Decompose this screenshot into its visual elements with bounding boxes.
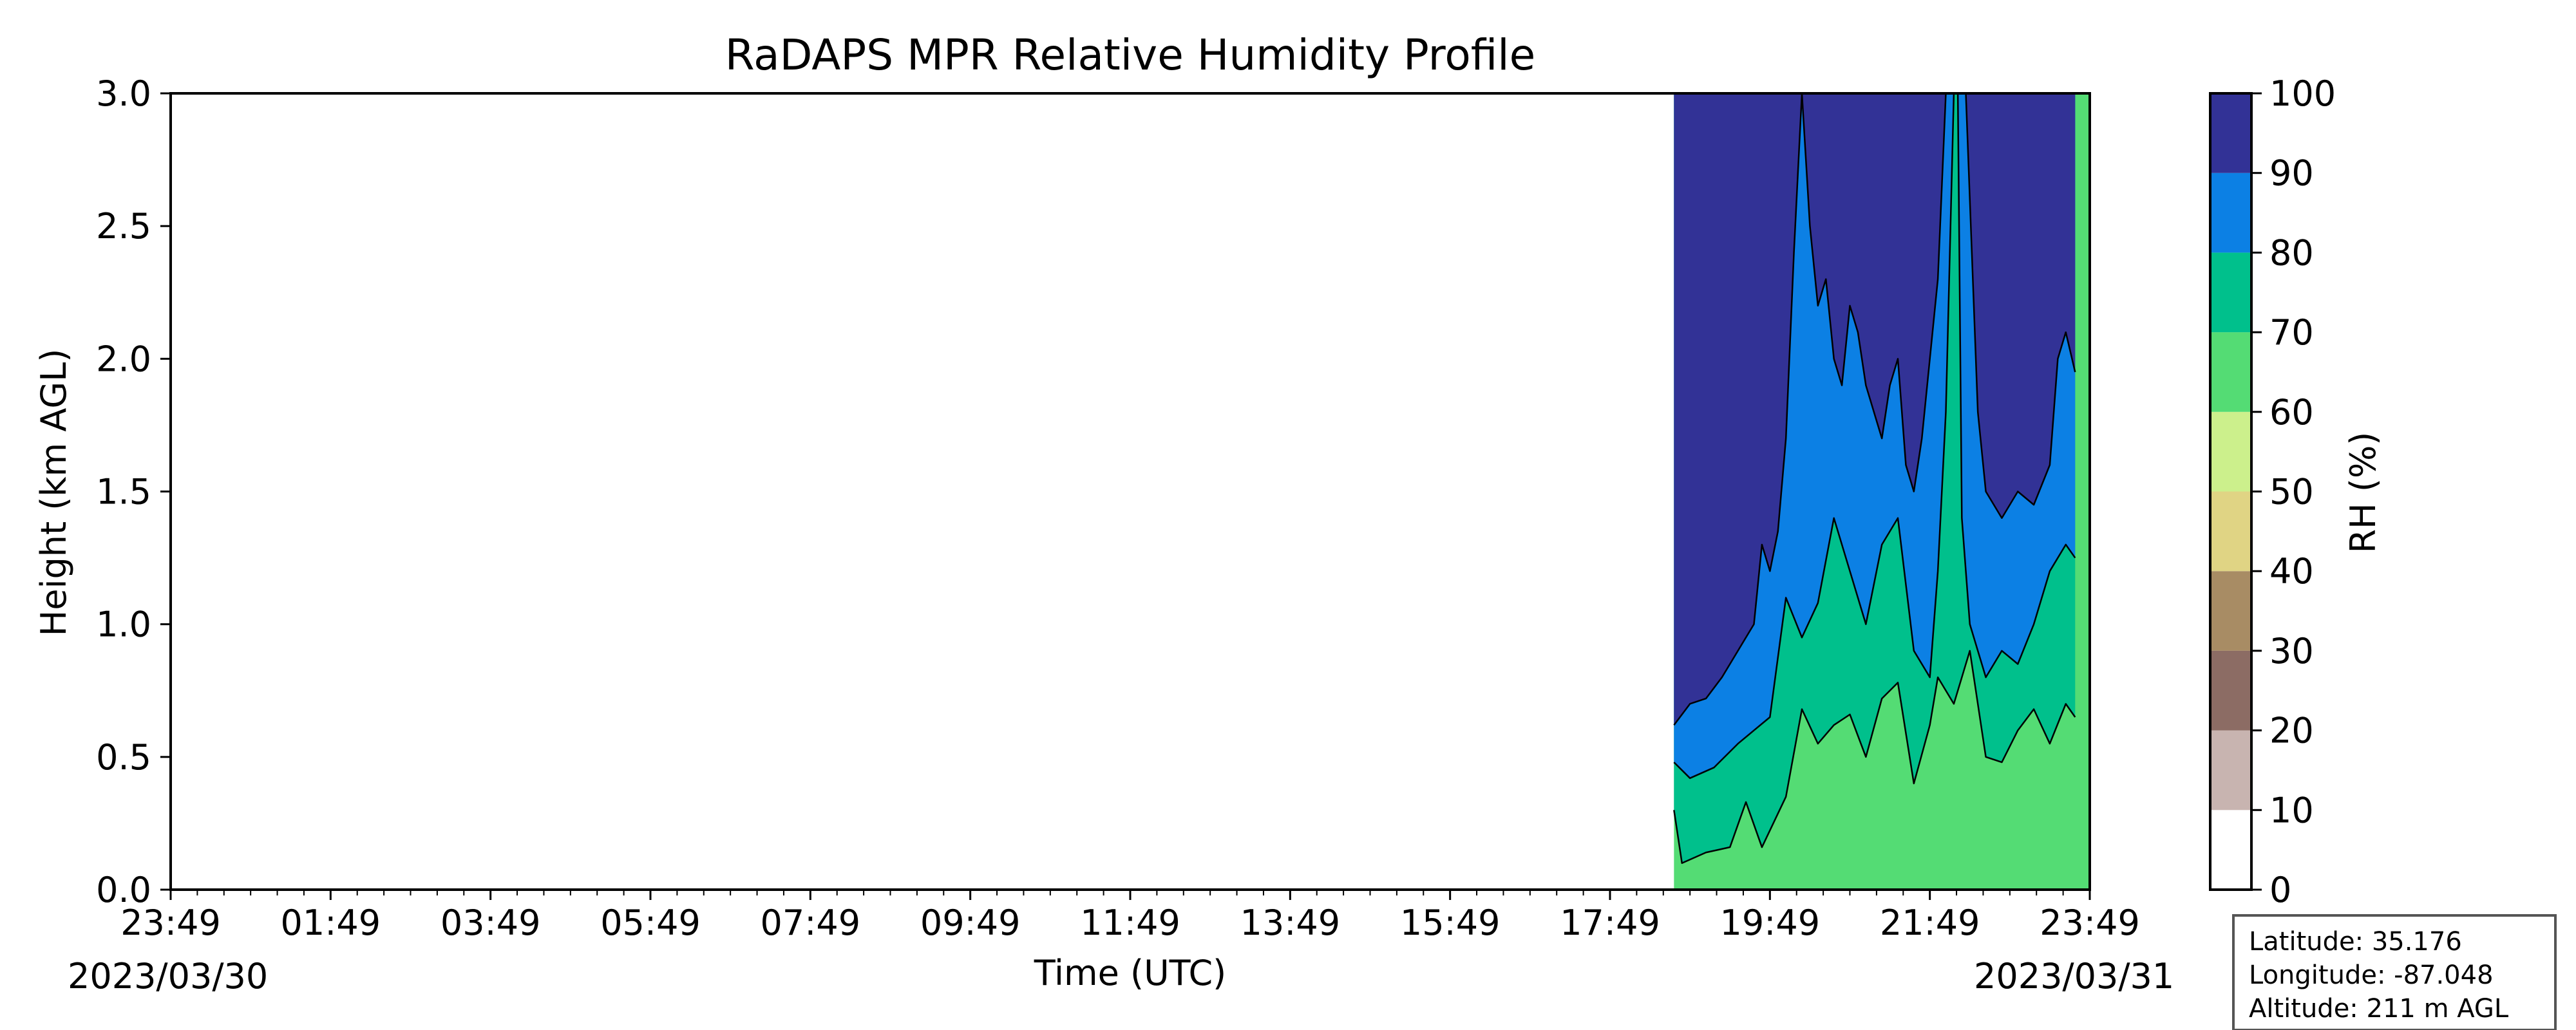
x-date-start: 2023/03/30: [68, 956, 268, 997]
colorbar-tick-label: 20: [2269, 711, 2314, 751]
rh-band-90-100: [1674, 93, 2076, 726]
y-tick-label: 2.5: [96, 206, 151, 247]
colorbar-segment: [2210, 571, 2251, 651]
y-axis-label: Height (km AGL): [33, 349, 74, 637]
y-tick-label: 0.5: [96, 737, 151, 778]
colorbar: 0 10 20 30 40 50 60 70 80 90 100: [2209, 73, 2336, 910]
x-tick-label: 21:49: [1880, 903, 1980, 943]
y-tick-label: 0.0: [96, 870, 151, 910]
info-altitude: Altitude: 211 m AGL: [2249, 994, 2509, 1024]
y-tick-label: 1.5: [96, 472, 151, 512]
chart-title: RaDAPS MPR Relative Humidity Profile: [725, 30, 1536, 80]
info-longitude: Longitude: -87.048: [2249, 960, 2494, 990]
colorbar-segment: [2210, 810, 2251, 890]
x-tick-label: 23:49: [120, 903, 221, 943]
colorbar-tick-label: 10: [2269, 790, 2314, 830]
x-tick-label: 19:49: [1720, 903, 1821, 943]
colorbar-segment: [2210, 252, 2251, 333]
y-tick-label: 1.0: [96, 604, 151, 645]
colorbar-segment: [2210, 411, 2251, 492]
y-axis: 0.0 0.5 1.0 1.5 2.0 2.5 3.0: [96, 73, 171, 910]
colorbar-tick-label: 30: [2269, 631, 2314, 671]
colorbar-label: RH (%): [2343, 432, 2383, 554]
colorbar-tick-label: 100: [2269, 73, 2336, 114]
colorbar-segment: [2210, 650, 2251, 731]
x-tick-label: 01:49: [281, 903, 381, 943]
colorbar-segment: [2210, 491, 2251, 572]
x-tick-label: 15:49: [1400, 903, 1501, 943]
x-tick-label: 11:49: [1080, 903, 1180, 943]
colorbar-tick-label: 90: [2269, 153, 2314, 194]
x-tick-label: 05:49: [600, 903, 701, 943]
x-tick-label: 13:49: [1240, 903, 1341, 943]
x-tick-label: 07:49: [761, 903, 861, 943]
colorbar-tick-label: 0: [2269, 870, 2291, 910]
x-axis-label: Time (UTC): [1034, 953, 1227, 993]
y-tick-label: 3.0: [96, 73, 151, 114]
x-tick-label: 09:49: [920, 903, 1021, 943]
plot-area: [169, 92, 2091, 891]
x-axis: 23:49 01:49 03:49 05:49 07:49 09:49 11:49 13:49…: [120, 890, 2140, 943]
info-box: Latitude: 35.176 Longitude: -87.048 Alti…: [2232, 914, 2557, 1030]
x-tick-label: 17:49: [1560, 903, 1660, 943]
colorbar-tick-label: 60: [2269, 392, 2314, 433]
colorbar-tick-label: 40: [2269, 551, 2314, 592]
colorbar-tick-label: 80: [2269, 232, 2314, 273]
colorbar-segment: [2210, 93, 2251, 173]
x-tick-label: 23:49: [2040, 903, 2140, 943]
x-date-end: 2023/03/31: [1974, 956, 2174, 997]
colorbar-segment: [2210, 173, 2251, 253]
info-box-frame: [2232, 914, 2557, 1030]
x-tick-label: 03:49: [440, 903, 541, 943]
colorbar-segment: [2210, 730, 2251, 810]
colorbar-tick-label: 50: [2269, 472, 2314, 512]
colorbar-segment: [2210, 332, 2251, 412]
contour-line-rh90: [1673, 92, 2076, 726]
contour-line-rh80: [1673, 92, 2076, 780]
colorbar-tick-label: 70: [2269, 312, 2314, 353]
info-latitude: Latitude: 35.176: [2249, 927, 2462, 957]
y-tick-label: 2.0: [96, 339, 151, 379]
contour-line-rh70: [1673, 650, 2076, 865]
